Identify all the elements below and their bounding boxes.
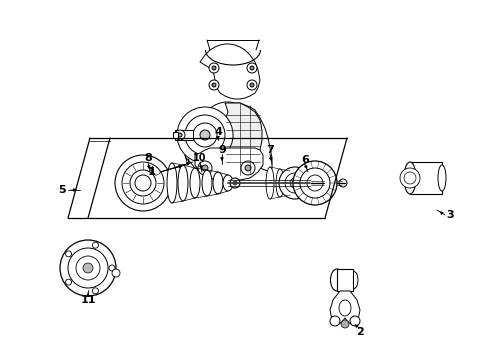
Circle shape	[241, 161, 255, 175]
Circle shape	[330, 316, 340, 326]
Circle shape	[209, 80, 219, 90]
Polygon shape	[217, 103, 262, 175]
Circle shape	[185, 115, 225, 155]
Circle shape	[76, 256, 100, 280]
Ellipse shape	[223, 175, 233, 191]
Circle shape	[109, 265, 115, 271]
Circle shape	[60, 240, 116, 296]
Ellipse shape	[339, 300, 351, 316]
Text: 6: 6	[301, 155, 309, 165]
Circle shape	[178, 133, 182, 137]
Circle shape	[130, 170, 156, 196]
Circle shape	[68, 248, 108, 288]
Circle shape	[177, 107, 233, 163]
Ellipse shape	[167, 163, 177, 203]
Circle shape	[300, 168, 330, 198]
Circle shape	[230, 178, 240, 188]
Circle shape	[175, 130, 185, 140]
Text: 3: 3	[446, 210, 454, 220]
Circle shape	[122, 162, 164, 204]
Circle shape	[212, 66, 216, 70]
Ellipse shape	[330, 269, 343, 291]
Circle shape	[193, 123, 217, 147]
Circle shape	[93, 288, 98, 294]
Circle shape	[200, 130, 210, 140]
Bar	[337, 269, 353, 291]
Circle shape	[83, 263, 93, 273]
Bar	[173, 132, 178, 138]
Circle shape	[350, 316, 360, 326]
Text: 1: 1	[148, 167, 156, 177]
Circle shape	[400, 168, 420, 188]
Ellipse shape	[266, 167, 274, 199]
Ellipse shape	[190, 168, 200, 198]
Circle shape	[112, 269, 120, 277]
Polygon shape	[185, 102, 272, 175]
Circle shape	[404, 172, 416, 184]
Circle shape	[341, 320, 349, 328]
Ellipse shape	[286, 171, 294, 195]
Polygon shape	[200, 44, 260, 99]
Text: 1: 1	[148, 167, 156, 177]
Text: 5: 5	[58, 185, 66, 195]
Circle shape	[250, 83, 254, 87]
Circle shape	[202, 165, 208, 171]
Ellipse shape	[276, 169, 284, 197]
Circle shape	[115, 155, 171, 211]
Circle shape	[250, 66, 254, 70]
Circle shape	[209, 63, 219, 73]
Circle shape	[66, 279, 72, 285]
Circle shape	[307, 175, 323, 191]
Polygon shape	[195, 148, 263, 180]
Polygon shape	[330, 291, 360, 325]
Circle shape	[293, 161, 337, 205]
Ellipse shape	[213, 172, 223, 194]
Circle shape	[135, 175, 151, 191]
Text: 7: 7	[266, 145, 274, 155]
Circle shape	[198, 161, 212, 175]
Ellipse shape	[404, 162, 416, 194]
Circle shape	[339, 179, 347, 187]
Circle shape	[279, 167, 311, 199]
Text: 11: 11	[80, 295, 96, 305]
Circle shape	[247, 80, 257, 90]
Bar	[410, 162, 442, 194]
Circle shape	[290, 178, 300, 188]
Bar	[175, 130, 193, 140]
Text: 4: 4	[214, 127, 222, 137]
Circle shape	[66, 251, 72, 257]
Ellipse shape	[178, 165, 188, 201]
Circle shape	[93, 242, 98, 248]
Circle shape	[233, 181, 237, 185]
Ellipse shape	[438, 165, 446, 191]
Ellipse shape	[202, 170, 212, 196]
Text: 8: 8	[144, 153, 152, 163]
Text: 10: 10	[193, 153, 207, 163]
Text: 9: 9	[218, 145, 226, 155]
Circle shape	[285, 173, 305, 193]
Circle shape	[247, 63, 257, 73]
Circle shape	[245, 165, 251, 171]
Ellipse shape	[348, 271, 358, 289]
Text: 2: 2	[356, 327, 364, 337]
Circle shape	[212, 83, 216, 87]
